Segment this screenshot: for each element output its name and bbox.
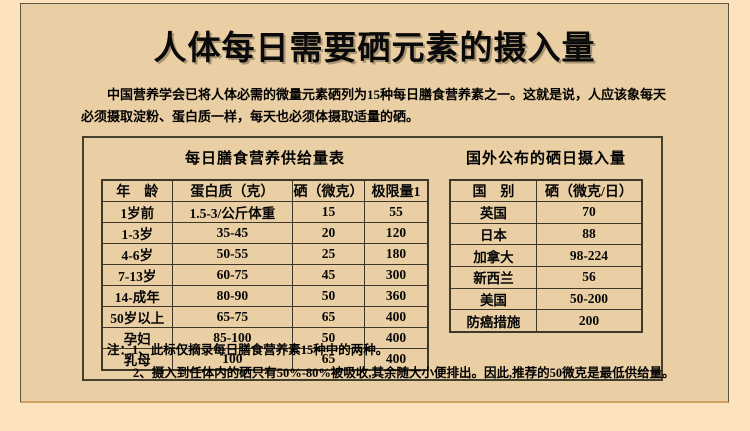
table-cell: 7-13岁 <box>101 264 173 286</box>
footnote-2: 2、摄入到任体内的硒只有50%-80%被吸收,其余随大小便排出。因此,推荐的50… <box>133 366 675 380</box>
table-cell: 98-224 <box>535 244 643 267</box>
table-cell: 英国 <box>449 201 537 224</box>
table-cell: 360 <box>363 285 429 307</box>
table-cell: 日本 <box>449 222 537 246</box>
table-cell: 400 <box>363 327 429 349</box>
table-row: 加拿大 98-224 <box>449 244 643 267</box>
domestic-table: 年 龄蛋白质（克） 硒（微克） 极限量1 1岁前 1.5-3/公斤体重 15 55 1-3岁 3… <box>101 179 429 371</box>
table-row: 7-13岁 60-75 45 300 <box>101 264 429 286</box>
table-header-row: 国 别硒（微克/日） <box>449 179 643 202</box>
table-row: 1岁前 1.5-3/公斤体重 15 55 <box>101 201 429 223</box>
table-cell: 65 <box>292 348 365 371</box>
table-cell: 25 <box>292 243 365 265</box>
table-row: 英国 70 <box>449 201 643 224</box>
table-cell: 200 <box>535 309 643 333</box>
table-row: 14-成年 80-90 50 360 <box>101 285 429 307</box>
table-cell: 56 <box>535 265 643 289</box>
domestic-table-title: 每日膳食营养供给量表 <box>184 150 345 167</box>
table-cell: 50岁以上 <box>101 306 173 328</box>
table-row: 4-6岁 50-55 25 180 <box>101 243 429 265</box>
table-cell: 65 <box>292 306 365 328</box>
table-cell: 孕妇 <box>101 327 173 349</box>
table-cell: 400 <box>363 306 429 328</box>
table-cell: 45 <box>292 264 365 286</box>
table-cell: 50-200 <box>535 287 643 311</box>
table-header-row: 年 龄蛋白质（克） 硒（微克） 极限量1 <box>101 179 429 202</box>
table-cell: 120 <box>363 222 429 244</box>
table-row: 日本 88 <box>449 222 643 246</box>
table-cell: 85-100 <box>171 327 294 349</box>
table-cell: 50 <box>292 285 365 307</box>
table-row: 新西兰 56 <box>449 265 643 289</box>
column-header: 硒（微克） <box>292 179 365 202</box>
table-cell: 20 <box>292 222 365 244</box>
table-cell: 乳母 <box>101 348 173 371</box>
table-cell: 100 <box>171 348 294 371</box>
table-cell: 14-成年 <box>101 285 173 307</box>
table-cell: 加拿大 <box>449 244 537 267</box>
column-header: 极限量1 <box>363 179 429 202</box>
page-title: 人体每日需要硒元素的摄入量 <box>153 29 596 66</box>
table-cell: 新西兰 <box>449 265 537 289</box>
table-cell: 60-75 <box>171 264 294 286</box>
footnote-1: 注：1、此标仅摘录每日膳食营养素15种中的两种。 <box>107 343 389 357</box>
table-cell: 50 <box>292 327 365 349</box>
tables-box: 每日膳食营养供给量表 国外公布的硒日摄入量 年 龄蛋白质（克） 硒（微克） 极限量1… <box>82 136 675 381</box>
foreign-table-title: 国外公布的硒日摄入量 <box>465 150 626 167</box>
table-cell: 1.5-3/公斤体重 <box>171 201 294 223</box>
table-cell: 1-3岁 <box>101 222 173 244</box>
intro-paragraph: 中国营养学会已将人体必需的微量元素硒列为15种每日膳食营养素之一。这就是说，人应… <box>81 87 667 124</box>
table-row: 美国 50-200 <box>449 287 643 311</box>
table-cell: 1岁前 <box>101 201 173 223</box>
table-row: 乳母 100 65 400 <box>101 348 429 371</box>
table-row: 50岁以上 65-75 65 400 <box>101 306 429 328</box>
table-cell: 88 <box>535 222 643 246</box>
foreign-table: 国 别硒（微克/日） 英国 70 日本 88 加拿大 98-224 新西兰 56 美国 50-200… <box>449 179 643 333</box>
table-cell: 防癌措施 <box>449 309 537 333</box>
table-row: 孕妇 85-100 50 400 <box>101 327 429 349</box>
table-cell: 美国 <box>449 287 537 311</box>
column-header: 年 龄 <box>101 179 173 202</box>
table-cell: 55 <box>363 201 429 223</box>
table-cell: 50-55 <box>171 243 294 265</box>
table-cell: 35-45 <box>171 222 294 244</box>
table-cell: 15 <box>292 201 365 223</box>
table-cell: 400 <box>363 348 429 371</box>
table-cell: 80-90 <box>171 285 294 307</box>
main-panel: 人体每日需要硒元素的摄入量 中国营养学会已将人体必需的微量元素硒列为15种每日膳… <box>20 3 729 403</box>
table-cell: 65-75 <box>171 306 294 328</box>
table-row: 防癌措施 200 <box>449 309 643 333</box>
column-header: 蛋白质（克） <box>171 179 294 202</box>
column-header: 硒（微克/日） <box>535 179 643 202</box>
table-cell: 4-6岁 <box>101 243 173 265</box>
table-cell: 70 <box>535 201 643 224</box>
table-cell: 300 <box>363 264 429 286</box>
table-cell: 180 <box>363 243 429 265</box>
table-row: 1-3岁 35-45 20 120 <box>101 222 429 244</box>
column-header: 国 别 <box>449 179 537 202</box>
